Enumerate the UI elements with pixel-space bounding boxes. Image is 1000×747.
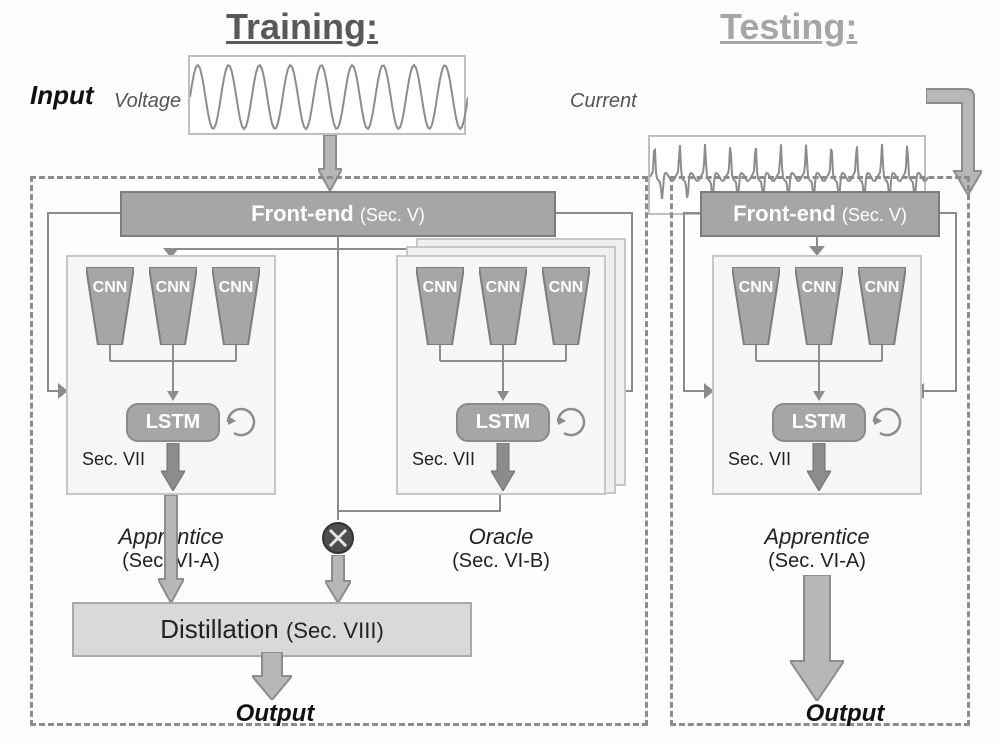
training-heading: Training: xyxy=(226,6,378,48)
voltage-label: Voltage xyxy=(114,90,181,113)
line xyxy=(337,235,339,520)
frontend-block-train: Front-end (Sec. V) xyxy=(120,191,556,237)
cnn-block: CNN xyxy=(479,267,527,345)
output-label-test: Output xyxy=(770,700,920,728)
arrow-test-to-output xyxy=(790,575,844,701)
frontend-block-test: Front-end (Sec. V) xyxy=(700,191,940,237)
voltage-waveform xyxy=(190,57,468,137)
oracle-name: Oracle xyxy=(469,524,534,549)
module-output-arrow xyxy=(161,443,185,491)
line xyxy=(556,212,633,214)
line xyxy=(955,212,957,390)
line xyxy=(631,212,633,390)
cnn-label: CNN xyxy=(86,279,134,297)
apprentice-module: CNN CNN CNN LSTM Sec. VII xyxy=(66,255,276,495)
arrow-apprentice-to-distill xyxy=(158,495,184,603)
cnn-to-lstm-lines xyxy=(68,345,278,403)
oracle-module: CNN CNN CNN LSTM Sec. VII xyxy=(396,255,606,495)
cnn-label: CNN xyxy=(858,279,906,297)
lstm-block: LSTM xyxy=(772,403,866,442)
cnn-block: CNN xyxy=(858,267,906,345)
cnn-label: CNN xyxy=(416,279,464,297)
test-apprentice-module: CNN CNN CNN LSTM Sec. VII xyxy=(712,255,922,495)
cnn-label: CNN xyxy=(212,279,260,297)
test-caption: Apprentice (Sec. VI-A) xyxy=(712,524,922,573)
current-label: Current xyxy=(570,90,637,113)
line xyxy=(47,212,49,390)
sec-vii-label: Sec. VII xyxy=(728,449,791,470)
stop-node-icon xyxy=(321,521,355,555)
sec-vii-label: Sec. VII xyxy=(412,449,475,470)
cnn-block: CNN xyxy=(795,267,843,345)
line xyxy=(338,510,501,512)
lstm-loop-icon xyxy=(554,405,588,439)
oracle-sec: (Sec. VI-B) xyxy=(396,550,606,573)
cnn-label: CNN xyxy=(795,279,843,297)
oracle-caption: Oracle (Sec. VI-B) xyxy=(396,524,606,573)
testing-heading: Testing: xyxy=(720,6,857,48)
apprentice-name: Apprentice xyxy=(764,524,869,549)
output-label-train: Output xyxy=(200,700,350,728)
cnn-to-lstm-lines xyxy=(398,345,608,403)
line xyxy=(922,390,957,392)
voltage-waveform-box xyxy=(188,55,466,135)
distillation-sec: (Sec. VIII) xyxy=(286,618,384,643)
module-output-arrow xyxy=(807,443,831,491)
sec-vii-label: Sec. VII xyxy=(82,449,145,470)
cnn-label: CNN xyxy=(479,279,527,297)
distillation-label: Distillation xyxy=(160,614,279,644)
frontend-sec: (Sec. V) xyxy=(842,205,907,225)
lstm-block: LSTM xyxy=(126,403,220,442)
line xyxy=(47,212,120,214)
line xyxy=(683,212,685,390)
cnn-block: CNN xyxy=(416,267,464,345)
cnn-block: CNN xyxy=(149,267,197,345)
lstm-block: LSTM xyxy=(456,403,550,442)
apprentice-sec: (Sec. VI-A) xyxy=(712,550,922,573)
distillation-block: Distillation (Sec. VIII) xyxy=(72,602,472,657)
cnn-label: CNN xyxy=(542,279,590,297)
arrow-stop-to-distill xyxy=(325,555,351,603)
module-output-arrow xyxy=(491,443,515,491)
frontend-label: Front-end xyxy=(733,201,836,226)
lstm-loop-icon xyxy=(870,405,904,439)
cnn-block: CNN xyxy=(542,267,590,345)
input-label: Input xyxy=(30,80,94,111)
lstm-loop-icon xyxy=(224,405,258,439)
line xyxy=(499,495,501,512)
cnn-label: CNN xyxy=(732,279,780,297)
cnn-block: CNN xyxy=(86,267,134,345)
cnn-block: CNN xyxy=(212,267,260,345)
frontend-sec: (Sec. V) xyxy=(360,205,425,225)
cnn-to-lstm-lines xyxy=(714,345,924,403)
cnn-block: CNN xyxy=(732,267,780,345)
line xyxy=(683,212,700,214)
arrow-distill-to-output xyxy=(252,652,292,700)
cnn-label: CNN xyxy=(149,279,197,297)
frontend-label: Front-end xyxy=(251,201,354,226)
